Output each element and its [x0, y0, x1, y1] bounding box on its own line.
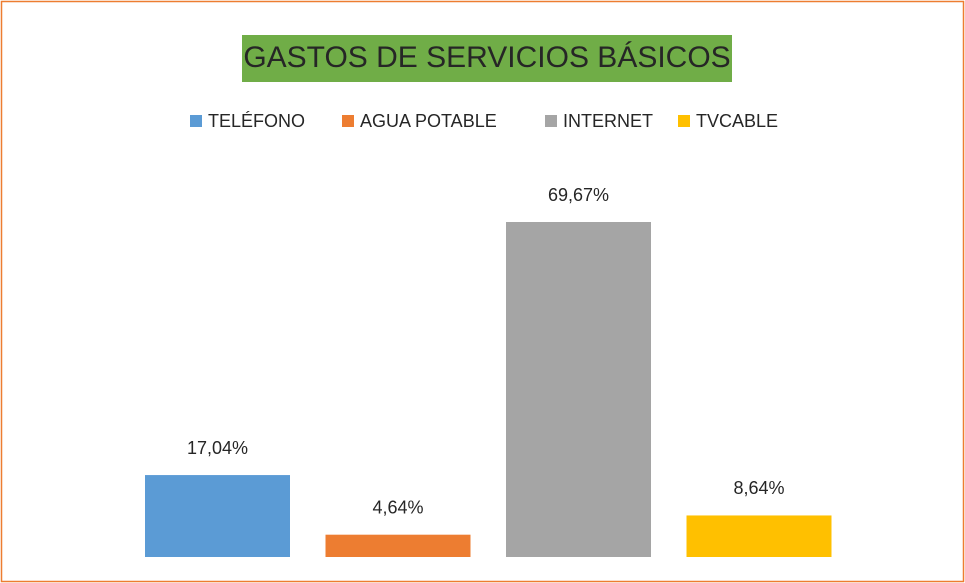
legend-swatch: [342, 115, 354, 127]
title-background: [242, 35, 732, 82]
legend-swatch: [190, 115, 202, 127]
data-label: 4,64%: [372, 497, 423, 517]
legend-swatch: [545, 115, 557, 127]
data-label: 17,04%: [187, 438, 248, 458]
bar: [145, 475, 290, 557]
legend-label: TVCABLE: [696, 111, 778, 131]
bar: [325, 534, 471, 557]
data-label: 8,64%: [733, 478, 784, 498]
data-label: 69,67%: [548, 185, 609, 205]
legend-label: INTERNET: [563, 111, 653, 131]
legend-label: AGUA POTABLE: [360, 111, 497, 131]
legend-swatch: [678, 115, 690, 127]
bar: [506, 222, 651, 557]
chart-title: GASTOS DE SERVICIOS BÁSICOS: [243, 41, 730, 74]
legend-label: TELÉFONO: [208, 111, 305, 131]
bar: [686, 515, 832, 557]
